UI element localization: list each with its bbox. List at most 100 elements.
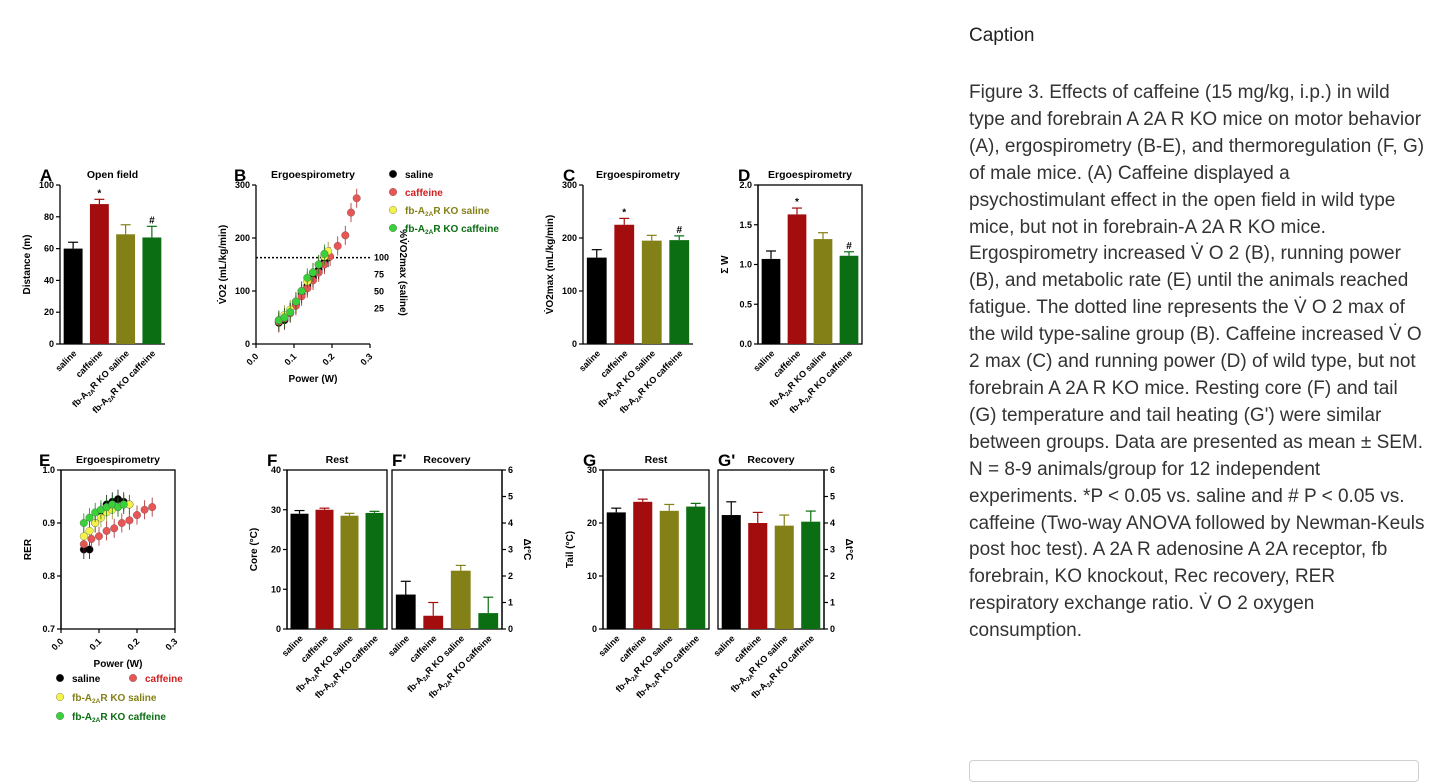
chart-title: Ergoespirometry [768,169,852,181]
bar-caffeine [89,204,109,344]
panel-letter: G' [718,451,735,470]
y-tick-label: 1.0 [42,465,55,475]
y-axis-label: Σ W [720,255,731,274]
y-axis-label: Core (°C) [249,528,260,571]
chart-title: Ergoespirometry [76,454,160,466]
y-tick-label: 100 [39,180,54,190]
y-tick-label: 0 [592,624,597,634]
y2-tick-label: 100 [374,253,389,263]
chart-title: Open field [87,169,138,181]
y2-tick-label: 50 [374,287,384,297]
y-axis-label: Tail (°C) [565,531,576,568]
panel-letter: B [234,166,246,185]
y-axis-label: Δt°C [843,539,854,561]
y-tick-label: 20 [271,545,281,555]
y-tick-label: 0 [49,339,54,349]
y-tick-label: 0.8 [42,571,55,581]
chart-title: Recovery [747,454,794,466]
data-point-caffeine [110,524,119,533]
significance-mark: # [676,225,682,236]
bar-saline [63,248,83,344]
legend-marker [389,224,397,232]
y-tick-label: 0.5 [739,299,752,309]
legend-marker [389,170,397,178]
data-point-fb-A2AR-KO-caffeine [309,268,317,277]
legend-marker [56,674,64,682]
caption-input-box[interactable] [969,760,1419,782]
category-label: saline [597,633,622,658]
data-point-caffeine [117,519,126,527]
data-point-caffeine [102,527,111,535]
data-point-caffeine [95,532,103,541]
legend-marker [389,188,397,196]
data-point-caffeine [347,208,355,217]
y-tick-label: 40 [44,275,54,285]
bar-fb-A2AR-KO-caffeine [686,506,706,629]
x-tick-label: 0.0 [244,351,260,367]
category-label: saline [386,633,411,658]
bar-caffeine [787,214,807,344]
chart-title: Rest [326,454,349,466]
bar-fb-A2AR-KO-caffeine [478,613,499,629]
data-point-fb-A2AR-KO-saline [85,527,94,535]
significance-mark: # [846,241,852,252]
y-tick-label: 2 [830,571,835,581]
category-label: saline [53,348,78,373]
legend-label: caffeine [405,188,443,199]
legend-label: fb-A2AR KO saline [405,206,490,218]
legend-label: saline [405,170,434,181]
y-tick-label: 2 [508,571,513,581]
y-tick-label: 10 [271,584,281,594]
legend-marker [129,674,137,682]
chart-title: Ergoespirometry [596,169,680,181]
bar-caffeine [614,224,635,344]
y-tick-label: 1 [508,598,513,608]
bar-caffeine [748,523,768,629]
data-point-saline [85,545,94,554]
data-point-caffeine [125,516,134,525]
x-tick-label: 0.2 [320,351,336,367]
y-tick-label: 6 [508,465,513,475]
legend-marker [56,712,64,720]
data-point-fb-A2AR-KO-caffeine [297,287,306,295]
panel-frame [391,469,503,630]
bar-saline [586,257,607,344]
category-label: saline [712,633,737,658]
data-point-fb-A2AR-KO-caffeine [286,308,295,317]
y-tick-label: 1.5 [739,220,752,230]
y2-tick-label: 25 [374,304,384,314]
y-tick-label: 10 [587,571,597,581]
category-label: saline [577,348,602,373]
x-tick-label: 0.1 [87,636,103,652]
y-axis-label: V̇O2 (mL/kg/min) [217,225,229,304]
y-tick-label: 0 [572,339,577,349]
panel-frame [602,469,710,630]
x-tick-label: 0.3 [358,351,374,367]
legend: saline caffeine fb-A2AR KO saline fb-A2AR K… [56,674,183,724]
data-point-caffeine [140,505,149,514]
y2-axis-label: %V̇O2max (saline) [397,229,409,316]
panel-B: 0 100 200 300 0.0 0.1 0.2 0.3 Ergoespirometry B Po… [217,166,410,385]
chart-title: Rest [645,454,668,466]
x-tick-label: 0.1 [282,351,298,367]
y-axis-label: Distance (m) [22,234,33,294]
panel-frame [717,469,825,630]
chart-title: Ergoespirometry [271,169,355,181]
bar-saline [721,515,741,629]
bar-fb-A2AR-KO-saline [116,234,136,344]
legend-label: fb-A2AR KO caffeine [405,224,499,236]
bar-saline [606,512,626,629]
bar-fb-A2AR-KO-saline [813,239,833,344]
bar-fb-A2AR-KO-caffeine [801,521,821,629]
bar-fb-A2AR-KO-saline [450,570,471,629]
data-point-fb-A2AR-KO-saline [79,532,88,541]
panel-frame [757,184,863,345]
data-point-caffeine [148,503,157,512]
bar-fb-A2AR-KO-saline [340,515,359,629]
data-point-fb-A2AR-KO-caffeine [303,273,312,282]
